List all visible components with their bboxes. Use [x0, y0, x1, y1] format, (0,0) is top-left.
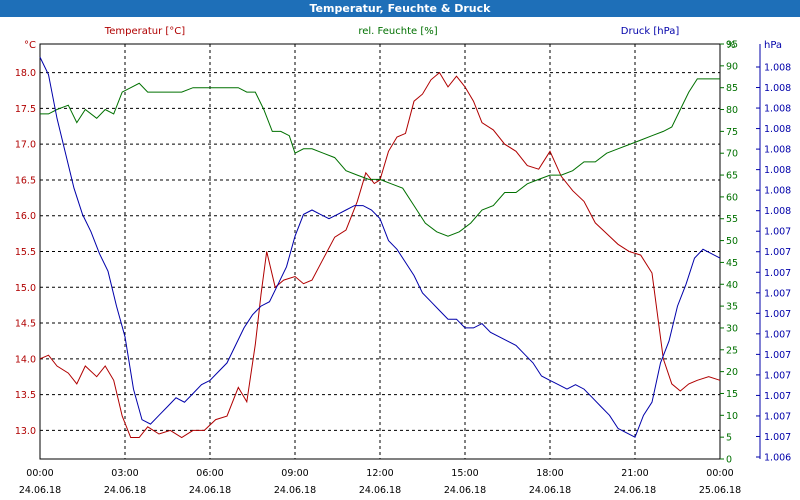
- pressure-tick-label: 1.007: [764, 350, 791, 361]
- humidity-tick-label: 20: [726, 367, 738, 378]
- temperature-line: [39, 71, 721, 439]
- x-tick-time: 15:00: [451, 468, 478, 479]
- pressure-tick-label: 1.008: [764, 63, 791, 74]
- humidity-tick-label: 55: [726, 214, 738, 225]
- series-layer: [39, 56, 721, 439]
- pressure-tick-label: 1.007: [764, 391, 791, 402]
- humidity-tick-label: 50: [726, 236, 738, 247]
- x-tick-date: 24.06.18: [104, 485, 146, 496]
- temperature-tick-label: 16.0: [15, 211, 36, 222]
- temperature-tick-label: 15.5: [15, 247, 36, 258]
- temperature-tick-label: 15.0: [15, 283, 36, 294]
- humidity-tick-label: 60: [726, 192, 738, 203]
- x-tick-date: 24.06.18: [19, 485, 61, 496]
- x-tick-time: 03:00: [111, 468, 138, 479]
- temperature-tick-label: 14.0: [15, 354, 36, 365]
- x-tick-time: 12:00: [366, 468, 393, 479]
- pressure-tick-label: 1.008: [764, 145, 791, 156]
- temperature-unit: °C: [24, 40, 36, 51]
- pressure-tick-label: 1.006: [764, 453, 791, 464]
- temperature-tick-label: 13.0: [15, 426, 36, 437]
- humidity-tick-label: 5: [726, 433, 732, 444]
- humidity-tick-label: 45: [726, 258, 738, 269]
- x-tick-date: 24.06.18: [444, 485, 486, 496]
- pressure-tick-label: 1.008: [764, 104, 791, 115]
- humidity-tick-label: 25: [726, 345, 738, 356]
- pressure-tick-label: 1.007: [764, 411, 791, 422]
- temperature-axis-label: Temperatur [°C]: [104, 26, 185, 37]
- pressure-tick-label: 1.008: [764, 206, 791, 217]
- pressure-tick-label: 1.007: [764, 268, 791, 279]
- temperature-tick-label: 13.5: [15, 390, 36, 401]
- humidity-axis-label: rel. Feuchte [%]: [358, 26, 437, 37]
- humidity-tick-label: 10: [726, 411, 738, 422]
- x-tick-date: 25.06.18: [699, 485, 741, 496]
- x-tick-time: 09:00: [281, 468, 308, 479]
- humidity-tick-label: 75: [726, 127, 738, 138]
- temperature-tick-label: 17.0: [15, 140, 36, 151]
- humidity-tick-label: 30: [726, 323, 738, 334]
- humidity-tick-label: 35: [726, 302, 738, 313]
- pressure-tick-label: 1.007: [764, 329, 791, 340]
- humidity-unit: %: [726, 40, 736, 51]
- temperature-tick-label: 16.5: [15, 175, 36, 186]
- x-tick-date: 24.06.18: [189, 485, 231, 496]
- pressure-tick-label: 1.007: [764, 432, 791, 443]
- humidity-tick-label: 80: [726, 105, 738, 116]
- x-tick-time: 18:00: [536, 468, 563, 479]
- temperature-tick-label: 17.5: [15, 104, 36, 115]
- x-tick-date: 24.06.18: [529, 485, 571, 496]
- pressure-line: [39, 56, 721, 438]
- pressure-tick-label: 1.008: [764, 165, 791, 176]
- x-tick-time: 00:00: [706, 468, 733, 479]
- x-tick-time: 06:00: [196, 468, 223, 479]
- humidity-tick-label: 0: [726, 455, 732, 466]
- pressure-tick-label: 1.007: [764, 288, 791, 299]
- pressure-unit: hPa: [764, 40, 782, 51]
- humidity-line: [40, 78, 720, 237]
- pressure-tick-label: 1.007: [764, 370, 791, 381]
- x-tick-date: 24.06.18: [614, 485, 656, 496]
- pressure-tick-label: 1.008: [764, 186, 791, 197]
- humidity-tick-label: 95: [726, 40, 738, 51]
- x-tick-time: 00:00: [26, 468, 53, 479]
- chart-title: Temperatur, Feuchte & Druck: [0, 0, 800, 17]
- axes-layer: 00:00 24.06.18 03:00 24.06.18 06:00 24.06.18 0…: [15, 40, 791, 497]
- humidity-tick-label: 85: [726, 83, 738, 94]
- grid: [40, 44, 720, 459]
- temperature-tick-label: 14.5: [15, 319, 36, 330]
- x-tick-date: 24.06.18: [274, 485, 316, 496]
- pressure-tick-label: 1.008: [764, 124, 791, 135]
- pressure-axis-label: Druck [hPa]: [621, 26, 680, 37]
- humidity-tick-label: 40: [726, 280, 738, 291]
- humidity-tick-label: 65: [726, 171, 738, 182]
- pressure-tick-label: 1.007: [764, 309, 791, 320]
- pressure-tick-label: 1.008: [764, 83, 791, 94]
- x-tick-time: 21:00: [621, 468, 648, 479]
- chart-canvas: 00:00 24.06.18 03:00 24.06.18 06:00 24.06.18 0…: [15, 26, 791, 497]
- pressure-tick-label: 1.007: [764, 227, 791, 238]
- x-tick-date: 24.06.18: [359, 485, 401, 496]
- pressure-tick-label: 1.007: [764, 247, 791, 258]
- humidity-tick-label: 90: [726, 61, 738, 72]
- humidity-tick-label: 15: [726, 389, 738, 400]
- humidity-tick-label: 70: [726, 149, 738, 160]
- temperature-tick-label: 18.0: [15, 68, 36, 79]
